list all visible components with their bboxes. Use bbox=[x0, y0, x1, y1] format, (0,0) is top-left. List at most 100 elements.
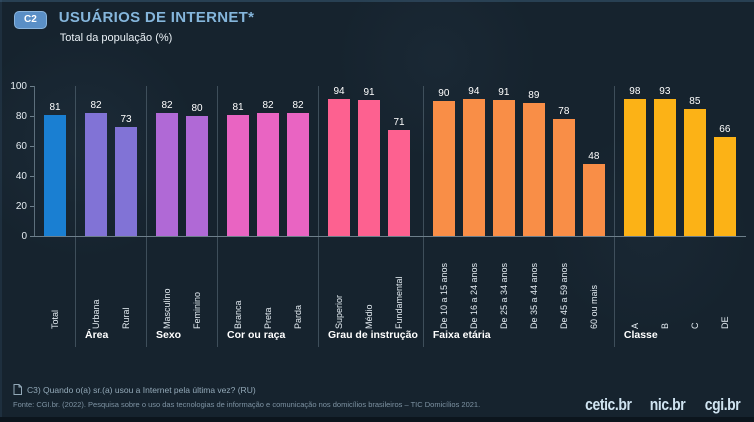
bar-plot-cell: 66 bbox=[713, 86, 736, 236]
footnote: C3) Quando o(a) sr.(a) usou a Internet p… bbox=[13, 384, 256, 395]
bar-plot-cell: 91 bbox=[358, 86, 380, 236]
bar bbox=[623, 99, 646, 236]
bar-plot-cell: 82 bbox=[257, 86, 279, 236]
y-tick-label: 40 bbox=[15, 171, 27, 182]
bar bbox=[462, 99, 485, 236]
bar bbox=[44, 114, 66, 236]
bar-groups: 81 Total 82 Urbana 73 Rural Área 82 Masculino 80 F… bbox=[34, 86, 746, 347]
bar-label-cell: DE bbox=[714, 236, 736, 329]
cgi-br-logo: cgi.br bbox=[704, 395, 740, 414]
bar-category-label: De 45 a 59 anos bbox=[558, 262, 569, 329]
bar bbox=[432, 101, 455, 236]
bar-category-label: Rural bbox=[121, 307, 131, 329]
bar-value-label: 82 bbox=[262, 100, 274, 111]
bar bbox=[683, 108, 706, 236]
bar-value-label: 91 bbox=[498, 86, 510, 98]
bar bbox=[85, 113, 107, 236]
group-label: Classe bbox=[623, 329, 658, 341]
bar-label-cell: A bbox=[624, 236, 646, 329]
bar-value-label: 94 bbox=[333, 86, 345, 97]
bar-category-label: DE bbox=[719, 316, 730, 329]
indicator-badge: C2 bbox=[14, 11, 47, 29]
bar-category-label: Parda bbox=[293, 304, 303, 329]
bar bbox=[492, 99, 515, 236]
bar-column: 81 Branca bbox=[227, 86, 249, 329]
x-axis-line bbox=[34, 236, 746, 237]
y-tick-label: 20 bbox=[15, 201, 27, 212]
bar-label-cell: Médio bbox=[358, 236, 380, 329]
bar-group: 82 Masculino 80 Feminino Sexo bbox=[146, 86, 217, 347]
bar-column: 66 DE bbox=[713, 86, 736, 329]
bar-column: 89 De 35 a 44 anos bbox=[522, 86, 545, 329]
bar-row: 82 Masculino 80 Feminino bbox=[152, 86, 212, 329]
title-block: USUÁRIOS DE INTERNET* Total da população… bbox=[59, 9, 254, 44]
bar-category-label: Urbana bbox=[91, 299, 101, 329]
bar-label-cell: Total bbox=[44, 236, 66, 329]
bar-category-label: B bbox=[659, 322, 670, 329]
bar-plot-cell: 82 bbox=[287, 86, 309, 236]
bar bbox=[156, 113, 178, 236]
bar-chart: 0 20 40 60 80 100 81 Total 82 Urbana 73 Rural Área 8… bbox=[10, 82, 746, 347]
bar-group: 90 De 10 a 15 anos 94 De 16 a 24 anos 91 De 2… bbox=[422, 86, 614, 347]
bar-column: 93 B bbox=[653, 86, 676, 329]
y-tick-mark bbox=[30, 176, 34, 177]
bar-row: 98 A 93 B 85 C 66 DE bbox=[620, 86, 740, 329]
bar-label-cell: De 35 a 44 anos bbox=[523, 236, 545, 329]
bar-column: 80 Feminino bbox=[186, 86, 208, 329]
bar-group: 82 Urbana 73 Rural Área bbox=[75, 86, 146, 347]
footer-logos: cetic.br nic.br cgi.br bbox=[575, 395, 740, 415]
bar-value-label: 82 bbox=[90, 100, 102, 111]
document-icon bbox=[13, 384, 22, 395]
bar-plot-cell: 81 bbox=[227, 86, 249, 236]
bar-plot-cell: 94 bbox=[462, 86, 485, 236]
bar-category-label: 60 ou mais bbox=[588, 284, 599, 329]
bar-category-label: A bbox=[629, 322, 640, 329]
bar-category-label: Branca bbox=[233, 300, 243, 329]
bar-column: 98 A bbox=[623, 86, 646, 329]
bar-column: 73 Rural bbox=[115, 86, 137, 329]
bar-label-cell: Parda bbox=[287, 236, 309, 329]
bar-label-cell: Branca bbox=[227, 236, 249, 329]
bar-category-label: Total bbox=[50, 309, 60, 329]
bar-plot-cell: 82 bbox=[156, 86, 178, 236]
bar-label-cell: Fundamental bbox=[388, 236, 410, 329]
bar-row: 82 Urbana 73 Rural bbox=[81, 86, 141, 329]
bar-column: 82 Preta bbox=[257, 86, 279, 329]
bar bbox=[186, 116, 208, 236]
bar-category-label: De 35 a 44 anos bbox=[528, 262, 539, 329]
bar-group: 81 Branca 82 Preta 82 Parda Cor ou raça bbox=[217, 86, 318, 347]
bar-column: 94 Superior bbox=[328, 86, 350, 329]
bar-column: 82 Parda bbox=[287, 86, 309, 329]
y-tick-mark bbox=[30, 116, 34, 117]
group-label: Grau de instrução bbox=[328, 329, 418, 341]
bar-label-cell: Superior bbox=[328, 236, 350, 329]
bar-plot-cell: 73 bbox=[115, 86, 137, 236]
bar-row: 81 Branca 82 Preta 82 Parda bbox=[223, 86, 313, 329]
bar-column: 91 De 25 a 34 anos bbox=[492, 86, 515, 329]
bar bbox=[552, 119, 575, 236]
group-label bbox=[40, 329, 70, 347]
y-axis-line bbox=[34, 86, 35, 237]
nic-br-logo: nic.br bbox=[650, 395, 686, 414]
bar-column: 94 De 16 a 24 anos bbox=[462, 86, 485, 329]
bar-column: 48 60 ou mais bbox=[582, 86, 605, 329]
bar-group: 81 Total bbox=[35, 86, 75, 347]
bar bbox=[115, 126, 137, 236]
bar-value-label: 91 bbox=[363, 86, 375, 98]
group-label: Faixa etária bbox=[432, 329, 491, 341]
footnote-text: C3) Quando o(a) sr.(a) usou a Internet p… bbox=[27, 384, 256, 395]
bar-column: 91 Médio bbox=[358, 86, 380, 329]
bar-value-label: 98 bbox=[629, 86, 641, 97]
y-tick-label: 100 bbox=[10, 81, 27, 92]
bar-row: 90 De 10 a 15 anos 94 De 16 a 24 anos 91 De 2… bbox=[429, 86, 609, 329]
bar bbox=[713, 137, 736, 236]
bar-label-cell: Rural bbox=[115, 236, 137, 329]
bar-plot-cell: 85 bbox=[683, 86, 706, 236]
bar-value-label: 71 bbox=[393, 116, 405, 128]
bottom-strip bbox=[0, 417, 754, 422]
bar-plot-cell: 78 bbox=[552, 86, 575, 236]
bar-column: 85 C bbox=[683, 86, 706, 329]
bar-row: 81 Total bbox=[40, 86, 70, 329]
bar-plot-cell: 91 bbox=[492, 86, 515, 236]
bar-plot-cell: 93 bbox=[653, 86, 676, 236]
